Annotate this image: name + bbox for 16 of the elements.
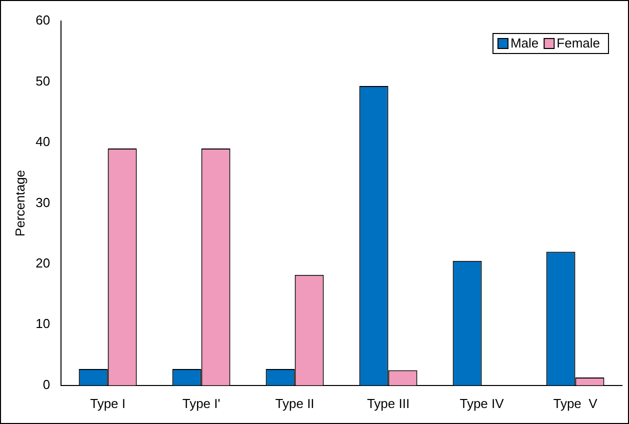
y-tick-label: 40 xyxy=(36,134,50,150)
y-tick-label: 10 xyxy=(36,316,50,332)
x-tick-label: Type I' xyxy=(182,396,220,411)
y-tick-label: 0 xyxy=(42,376,50,392)
x-tick-label: Type III xyxy=(366,396,410,411)
y-axis-title: Percentage xyxy=(12,170,28,236)
x-tick-label: Type I xyxy=(90,396,126,411)
x-tick-label: Type II xyxy=(275,396,314,411)
x-tick-label: Type V xyxy=(553,396,598,411)
legend-label: Female xyxy=(556,36,600,51)
y-tick-label: 30 xyxy=(36,194,50,210)
y-tick-label: 20 xyxy=(36,256,50,271)
legend-label: Male xyxy=(510,36,539,51)
x-tick-label: Type IV xyxy=(460,396,504,411)
y-tick-label: 60 xyxy=(36,12,50,28)
y-tick-label: 50 xyxy=(36,73,50,88)
